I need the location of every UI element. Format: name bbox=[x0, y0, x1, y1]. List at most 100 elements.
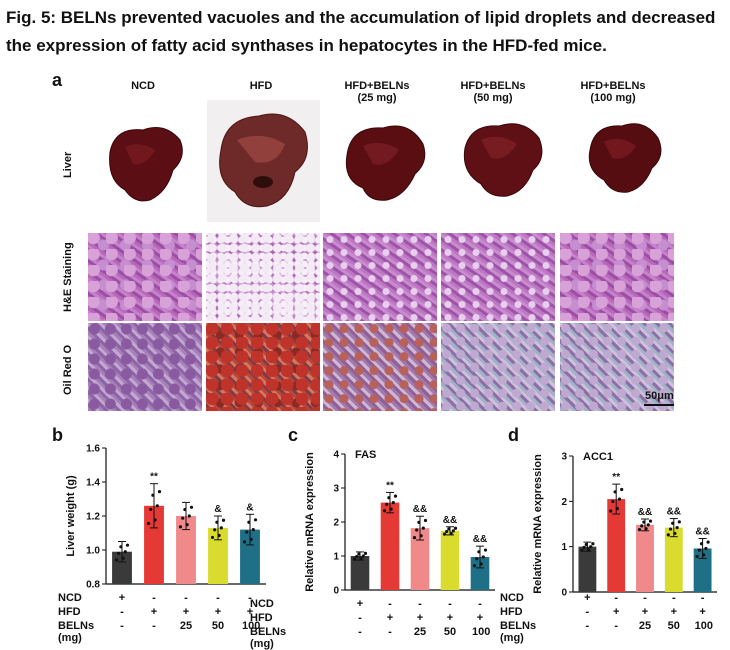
data-point bbox=[361, 554, 365, 558]
treatment-cell: - bbox=[700, 592, 705, 604]
treatment-cell: - bbox=[614, 620, 619, 632]
treatment-cell: + bbox=[584, 592, 591, 604]
data-point bbox=[445, 529, 449, 534]
data-point bbox=[359, 557, 363, 561]
fas-expression-chart: 0 1 2 3 4 Relative mRNA expression FAS ** && && && bbox=[304, 449, 495, 597]
bar bbox=[693, 548, 712, 592]
y-tick-label: 1.2 bbox=[86, 512, 100, 523]
treatment-cell: - bbox=[152, 620, 156, 632]
treatment-cell: - bbox=[388, 626, 392, 638]
significance-label: && bbox=[638, 507, 652, 518]
data-point bbox=[615, 507, 619, 511]
data-point bbox=[178, 525, 183, 529]
data-point bbox=[646, 523, 650, 527]
data-point bbox=[477, 550, 481, 554]
y-tick-label: 0 bbox=[561, 588, 567, 599]
treatment-row-label: BELNs (mg) bbox=[250, 626, 287, 650]
treatment-cell: 25 bbox=[638, 620, 652, 632]
y-axis-label: Relative mRNA expression bbox=[532, 454, 544, 594]
data-point bbox=[125, 543, 130, 547]
data-point bbox=[189, 505, 194, 509]
treatment-cell: 100 bbox=[472, 626, 491, 638]
treatment-cell: 50 bbox=[211, 620, 225, 632]
acc1-expression-chart: 0 1 2 3 Relative mRNA expression ACC1 ** && && && bbox=[532, 451, 717, 599]
data-point bbox=[363, 551, 368, 555]
y-tick-label: 1.0 bbox=[86, 546, 100, 557]
data-point bbox=[483, 548, 488, 552]
data-point bbox=[580, 548, 584, 552]
liver-photo-belns-25 bbox=[345, 125, 426, 201]
data-point bbox=[357, 552, 361, 556]
data-point bbox=[251, 528, 255, 532]
data-point bbox=[119, 545, 123, 549]
significance-label: & bbox=[246, 502, 253, 513]
data-point bbox=[481, 555, 485, 559]
column-label-text: HFD+BELNs (50 mg) bbox=[460, 80, 526, 104]
data-point bbox=[242, 540, 247, 544]
data-point bbox=[213, 528, 217, 532]
oil-red-micrograph-hfd bbox=[206, 323, 320, 411]
data-point bbox=[479, 562, 483, 566]
treatment-cell: - bbox=[418, 598, 422, 610]
data-point bbox=[121, 556, 125, 560]
data-point bbox=[151, 493, 155, 497]
data-point bbox=[706, 540, 710, 544]
column-label-belns-50: HFD+BELNs (50 mg) bbox=[438, 80, 548, 104]
data-point bbox=[617, 497, 622, 501]
oil-red-micrograph-belns-25 bbox=[323, 323, 437, 411]
y-tick-label: 1 bbox=[333, 552, 339, 563]
data-point bbox=[640, 524, 644, 528]
treatment-row-label: NCD bbox=[500, 592, 524, 604]
data-point bbox=[117, 551, 121, 555]
data-point bbox=[449, 531, 453, 536]
data-point bbox=[697, 548, 701, 552]
data-point bbox=[417, 520, 421, 525]
data-point bbox=[385, 502, 389, 506]
scale-bar-label: 50μm bbox=[645, 390, 674, 402]
data-point bbox=[221, 518, 226, 522]
oil-red-micrograph-belns-50 bbox=[441, 323, 555, 411]
treatment-cell: - bbox=[585, 620, 590, 632]
liver-photo-belns-100 bbox=[588, 123, 662, 193]
treatment-row-label: HFD bbox=[58, 606, 81, 618]
data-point bbox=[382, 509, 387, 513]
data-point bbox=[582, 545, 586, 549]
data-point bbox=[609, 509, 613, 513]
data-point bbox=[157, 490, 162, 494]
treatment-cell: 100 bbox=[694, 620, 713, 632]
data-point bbox=[677, 520, 681, 524]
significance-label: && bbox=[443, 515, 457, 526]
significance-label: && bbox=[695, 527, 709, 538]
treatment-cell: - bbox=[643, 592, 647, 604]
treatment-cell: + bbox=[699, 606, 706, 618]
data-point bbox=[637, 528, 642, 532]
data-point bbox=[415, 528, 419, 532]
treatment-cell: + bbox=[670, 606, 678, 618]
treatment-cell: + bbox=[446, 612, 454, 624]
treatment-cell: + bbox=[476, 612, 484, 624]
data-point bbox=[699, 542, 704, 546]
he-micrograph-ncd bbox=[88, 233, 202, 321]
data-point bbox=[472, 564, 477, 568]
y-tick-label: 2 bbox=[333, 518, 339, 529]
column-label-text: HFD+BELNs (25 mg) bbox=[344, 80, 410, 104]
data-point bbox=[352, 557, 357, 561]
treatment-cell: - bbox=[448, 598, 452, 610]
y-tick-label: 4 bbox=[333, 450, 339, 461]
y-tick-label: 1 bbox=[561, 542, 567, 553]
treatment-cell: - bbox=[152, 592, 156, 604]
data-point bbox=[245, 530, 249, 534]
data-point bbox=[187, 514, 191, 518]
data-point bbox=[155, 504, 159, 508]
significance-label: ** bbox=[150, 472, 158, 483]
data-point bbox=[586, 547, 591, 552]
data-point bbox=[620, 487, 624, 492]
significance-label: ** bbox=[386, 480, 394, 491]
treatment-row-label: BELNs (mg) bbox=[58, 620, 95, 644]
treatment-cell: 50 bbox=[443, 626, 457, 638]
he-micrograph-belns-100 bbox=[560, 233, 674, 321]
treatment-row-label: HFD bbox=[500, 606, 523, 618]
data-point bbox=[673, 531, 677, 536]
data-point bbox=[247, 520, 251, 524]
treatment-cell: + bbox=[641, 606, 649, 618]
